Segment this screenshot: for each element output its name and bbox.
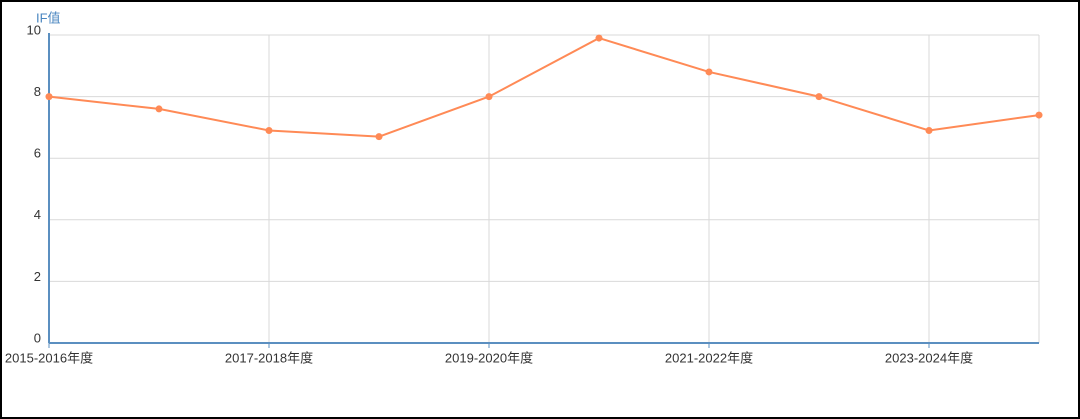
point — [1035, 111, 1043, 119]
point — [925, 126, 933, 134]
x-tick-label: 2023-2024年度 — [885, 350, 973, 365]
y-tick-label: 6 — [34, 146, 41, 161]
y-axis-label: IF值 — [36, 10, 61, 25]
x-tick-label: 2015-2016年度 — [5, 350, 93, 365]
y-tick-label: 0 — [34, 330, 41, 345]
point — [155, 105, 163, 113]
y-tick-label: 4 — [34, 207, 41, 222]
y-tick-label: 10 — [27, 22, 41, 37]
x-tick-label: 2021-2022年度 — [665, 350, 753, 365]
point — [45, 93, 53, 101]
point — [705, 68, 713, 76]
point — [375, 133, 383, 141]
line — [48, 37, 1040, 138]
point — [265, 126, 273, 134]
point — [815, 93, 823, 101]
y-tick-label: 2 — [34, 269, 41, 284]
point — [485, 93, 493, 101]
x-tick-label: 2017-2018年度 — [225, 350, 313, 365]
x-tick-label: 2019-2020年度 — [445, 350, 533, 365]
point — [595, 34, 603, 42]
y-tick-label: 8 — [34, 84, 41, 99]
